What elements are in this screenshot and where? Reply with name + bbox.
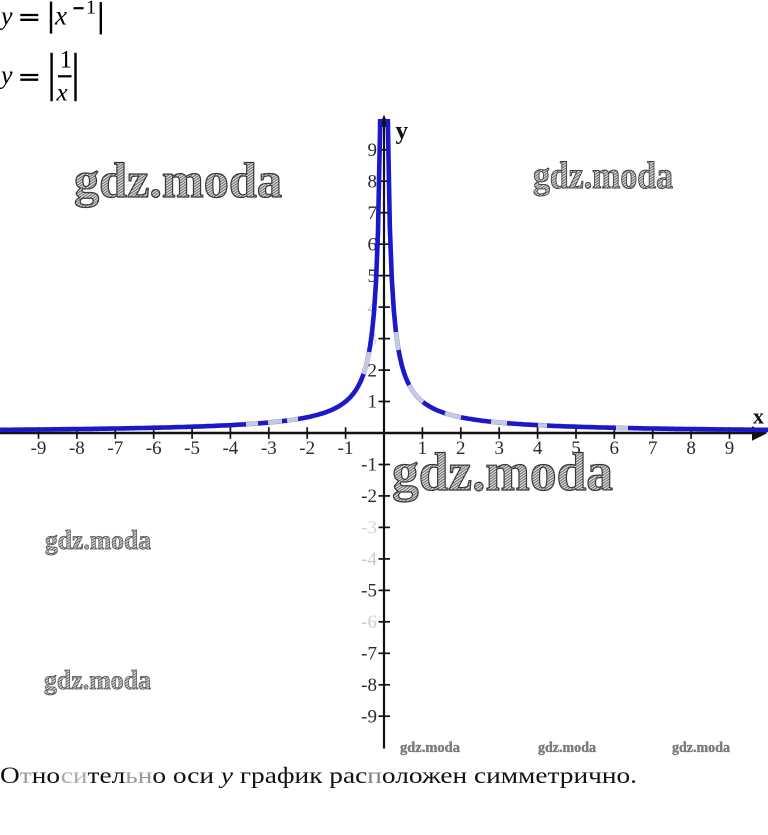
svg-text:-1: -1 (361, 455, 377, 476)
svg-text:9: 9 (725, 438, 735, 459)
svg-text:-7: -7 (107, 438, 123, 459)
svg-text:5: 5 (368, 266, 378, 287)
svg-text:6: 6 (368, 234, 378, 255)
svg-text:9: 9 (368, 140, 378, 161)
svg-text:5: 5 (571, 438, 581, 459)
svg-text:7: 7 (368, 203, 378, 224)
svg-text:-9: -9 (361, 706, 377, 727)
svg-text:-8: -8 (69, 438, 85, 459)
svg-text:y: y (0, 61, 13, 90)
svg-text:-5: -5 (361, 581, 377, 602)
svg-text:-3: -3 (261, 438, 277, 459)
svg-text:-6: -6 (361, 612, 377, 633)
svg-text:-5: -5 (184, 438, 200, 459)
svg-text:y: y (396, 118, 409, 145)
svg-text:gdz.moda: gdz.moda (74, 152, 282, 208)
svg-text:7: 7 (648, 438, 658, 459)
svg-text:4: 4 (533, 438, 543, 459)
svg-text:x: x (56, 80, 68, 107)
svg-text:gdz.moda: gdz.moda (672, 740, 731, 756)
svg-text:1: 1 (418, 438, 428, 459)
svg-text:gdz.moda: gdz.moda (533, 155, 673, 197)
svg-text:-4: -4 (361, 549, 377, 570)
svg-text:y: y (0, 2, 13, 31)
svg-text:6: 6 (610, 438, 620, 459)
svg-text:-3: -3 (361, 518, 377, 539)
svg-text:-8: -8 (361, 675, 377, 696)
svg-text:-2: -2 (361, 486, 377, 507)
svg-text:-6: -6 (146, 438, 162, 459)
svg-text:-1: -1 (338, 438, 354, 459)
svg-text:x: x (753, 404, 764, 429)
svg-text:-4: -4 (222, 438, 238, 459)
svg-text:1: 1 (368, 392, 378, 413)
svg-text:gdz.moda: gdz.moda (392, 442, 613, 502)
svg-text:gdz.moda: gdz.moda (538, 740, 597, 756)
svg-text:1: 1 (86, 0, 96, 19)
svg-text:gdz.moda: gdz.moda (45, 525, 151, 555)
svg-text:1: 1 (60, 47, 73, 74)
svg-text:2: 2 (368, 360, 378, 381)
svg-text:8: 8 (686, 438, 696, 459)
svg-text:-7: -7 (361, 644, 377, 665)
svg-text:-9: -9 (31, 438, 47, 459)
svg-text:gdz.moda: gdz.moda (400, 740, 461, 756)
svg-text:8: 8 (368, 171, 378, 192)
svg-text:2: 2 (456, 438, 466, 459)
svg-text:3: 3 (494, 438, 504, 459)
svg-text:x: x (54, 1, 67, 31)
svg-text:gdz.moda: gdz.moda (44, 665, 151, 695)
svg-text:-2: -2 (299, 438, 315, 459)
